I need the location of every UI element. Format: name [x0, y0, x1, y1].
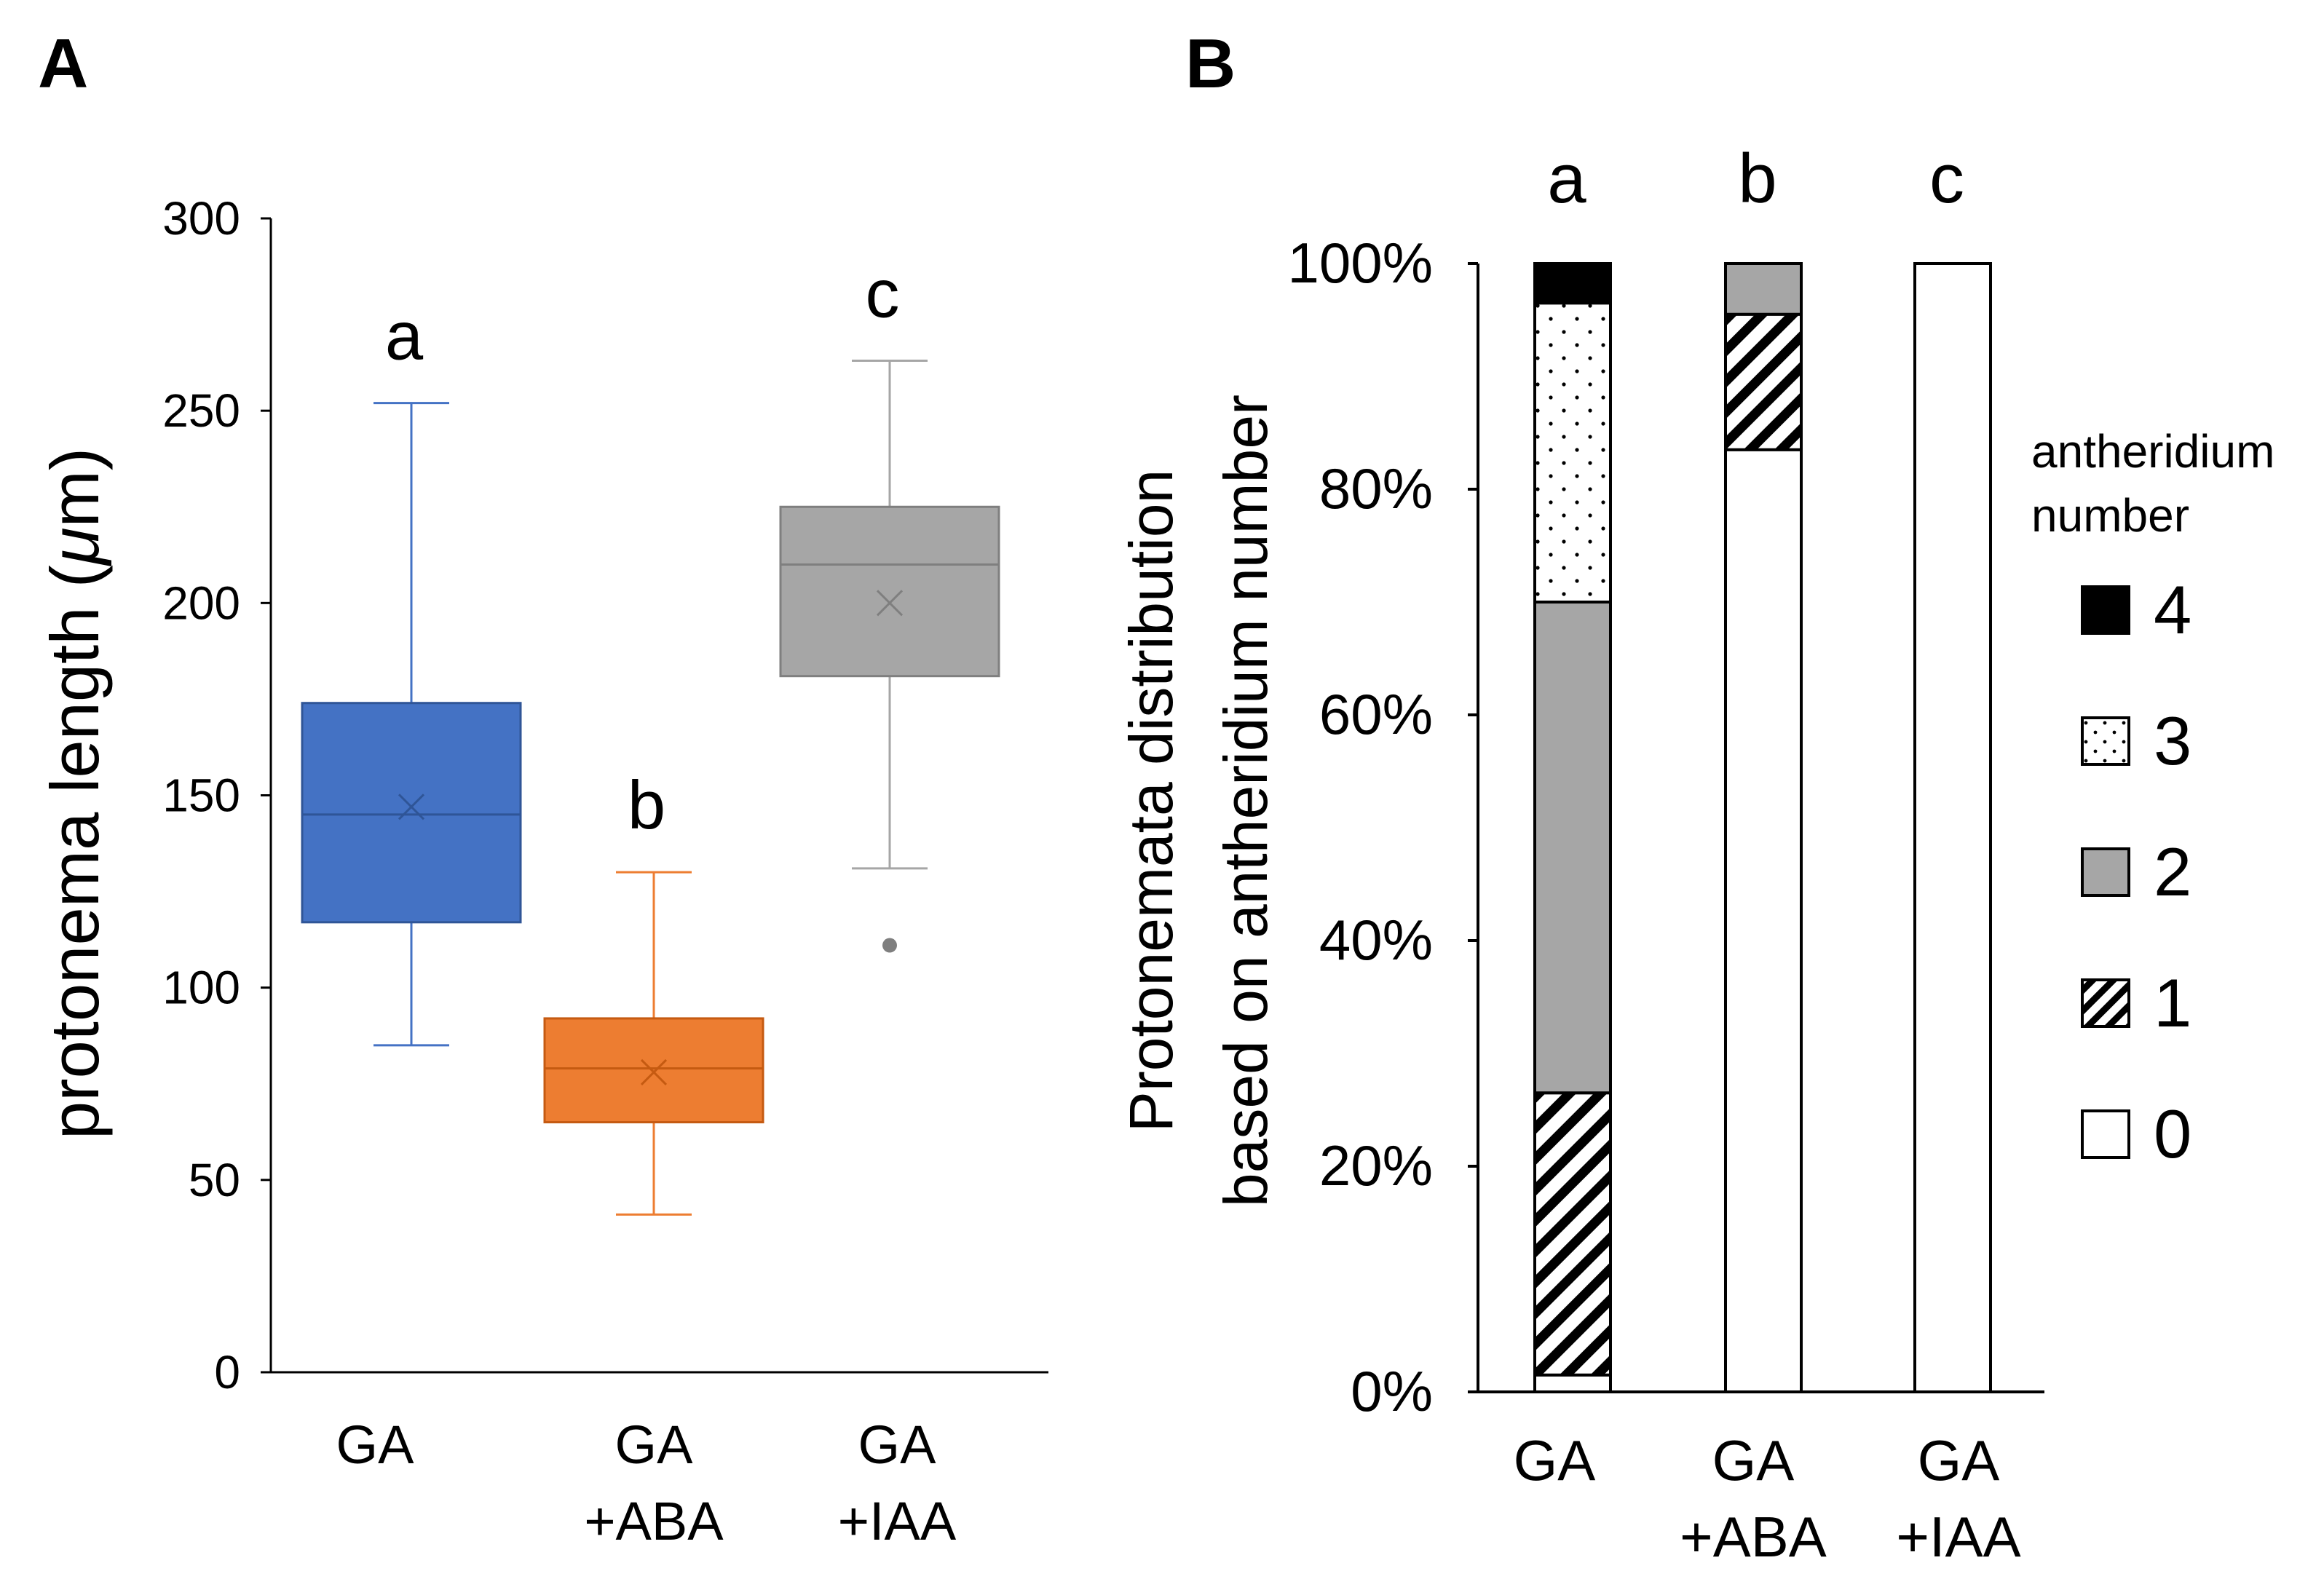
panel-b-stacked-bar: B Protonemata distribution based on anth… — [1117, 25, 2274, 1569]
legend-title-line1: antheridium — [2031, 425, 2274, 478]
box-1: b — [543, 767, 764, 1216]
box-0: a — [301, 298, 522, 1047]
iqr-box — [543, 1017, 764, 1124]
x-label-line1: GA — [1712, 1428, 1795, 1492]
y-tick-label: 100% — [1288, 231, 1434, 295]
bar-segment-1 — [1533, 1091, 1612, 1377]
panel-b-y-ticks: 0% 20% 40% 60% 80% 100% — [1288, 231, 1478, 1423]
significance-letter: c — [866, 255, 900, 331]
panel-a-boxes: a b c — [301, 255, 1000, 1216]
y-tick-label: 200 — [162, 577, 240, 629]
y-axis-title-mu: μ — [36, 528, 113, 567]
y-tick-label: 50 — [189, 1154, 240, 1206]
panel-a-box-plot: A protonema length (μm) 0 50 100 150 200 250 3… — [36, 25, 1048, 1551]
significance-letter: b — [628, 767, 665, 843]
significance-letter: c — [1929, 140, 1964, 218]
legend-item-3: 3 — [2081, 703, 2191, 779]
y-tick-label: 150 — [162, 769, 240, 822]
y-tick-label: 100 — [162, 962, 240, 1014]
y-tick-label: 60% — [1319, 682, 1433, 746]
panel-b-label: B — [1185, 25, 1236, 103]
panel-b-legend: antheridium number 4 3 2 1 0 — [2031, 425, 2274, 1172]
legend-swatch — [2081, 1109, 2130, 1159]
x-label-line2: +ABA — [1680, 1505, 1827, 1569]
y-tick-label: 40% — [1319, 908, 1433, 972]
panel-a-y-ticks: 0 50 100 150 200 250 300 — [162, 192, 271, 1398]
mean-marker — [398, 794, 425, 820]
y-tick-label: 0 — [214, 1346, 240, 1398]
legend-item-0: 0 — [2081, 1096, 2191, 1172]
x-label-line1: GA — [336, 1414, 415, 1475]
y-tick-label: 250 — [162, 384, 240, 437]
y-tick-label: 80% — [1319, 456, 1433, 521]
bar-segment-0 — [1724, 448, 1803, 1393]
legend-label: 2 — [2154, 834, 2191, 910]
significance-letter: a — [1547, 140, 1586, 218]
legend-swatch — [2081, 847, 2130, 897]
panel-a-y-axis-title: protonema length (μm) — [36, 448, 113, 1139]
panel-b-y-axis-label-line2: based on antheridium number — [1212, 395, 1280, 1207]
panel-b-x-labels: GA GA +ABA GA +IAA — [1514, 1428, 2021, 1569]
y-tick-label: 20% — [1319, 1133, 1433, 1198]
bar-segment-1 — [1724, 312, 1803, 451]
y-tick-label: 300 — [162, 192, 240, 245]
stacked-bar-2: c — [1913, 140, 1992, 1393]
panel-a-label: A — [38, 25, 88, 103]
panel-b-bars: a b c — [1533, 140, 1992, 1393]
bar-segment-3 — [1533, 301, 1612, 603]
y-axis-title-main: protonema length ( — [36, 565, 113, 1139]
legend-item-2: 2 — [2081, 834, 2191, 910]
iqr-box — [301, 702, 522, 924]
x-label-line2: +IAA — [838, 1491, 957, 1551]
panel-a-x-labels: GA GA +ABA GA +IAA — [336, 1414, 957, 1551]
bar-segment-2 — [1724, 262, 1803, 316]
legend-item-1: 1 — [2081, 965, 2191, 1041]
stacked-bar-1: b — [1724, 140, 1803, 1393]
y-tick-label: 0% — [1351, 1359, 1433, 1423]
bar-segment-2 — [1533, 601, 1612, 1095]
panel-b-y-axis-label-line1: Protonemata distribution — [1117, 470, 1185, 1133]
bar-segment-0 — [1533, 1373, 1612, 1393]
bar-segment-0 — [1913, 262, 1992, 1393]
legend-label: 4 — [2154, 571, 2191, 648]
iqr-box — [779, 505, 1000, 678]
x-label-line1: GA — [1514, 1428, 1596, 1492]
mean-marker — [876, 590, 904, 617]
outlier-point — [882, 938, 897, 953]
stacked-bar-0: a — [1533, 140, 1612, 1393]
bar-segment-4 — [1533, 262, 1612, 305]
legend-swatch — [2081, 585, 2130, 635]
significance-letter: a — [385, 298, 424, 374]
legend-item-4: 4 — [2081, 571, 2191, 648]
legend-swatch — [2081, 716, 2130, 766]
x-label-line2: +IAA — [1896, 1505, 2020, 1569]
legend-label: 0 — [2154, 1096, 2191, 1172]
x-label-line1: GA — [858, 1414, 937, 1475]
panel-a-y-axis-label: protonema length (μm) — [36, 448, 113, 1139]
x-label-line1: GA — [1918, 1428, 2000, 1492]
legend-label: 1 — [2154, 965, 2191, 1041]
y-axis-title-end: m) — [36, 448, 113, 528]
legend-swatch — [2081, 978, 2130, 1028]
box-2: c — [779, 255, 1000, 953]
legend-label: 3 — [2154, 703, 2191, 779]
x-label-line1: GA — [615, 1414, 694, 1475]
x-label-line2: +ABA — [584, 1491, 724, 1551]
mean-marker — [640, 1058, 668, 1085]
legend-title-line2: number — [2031, 489, 2189, 542]
significance-letter: b — [1738, 140, 1776, 218]
